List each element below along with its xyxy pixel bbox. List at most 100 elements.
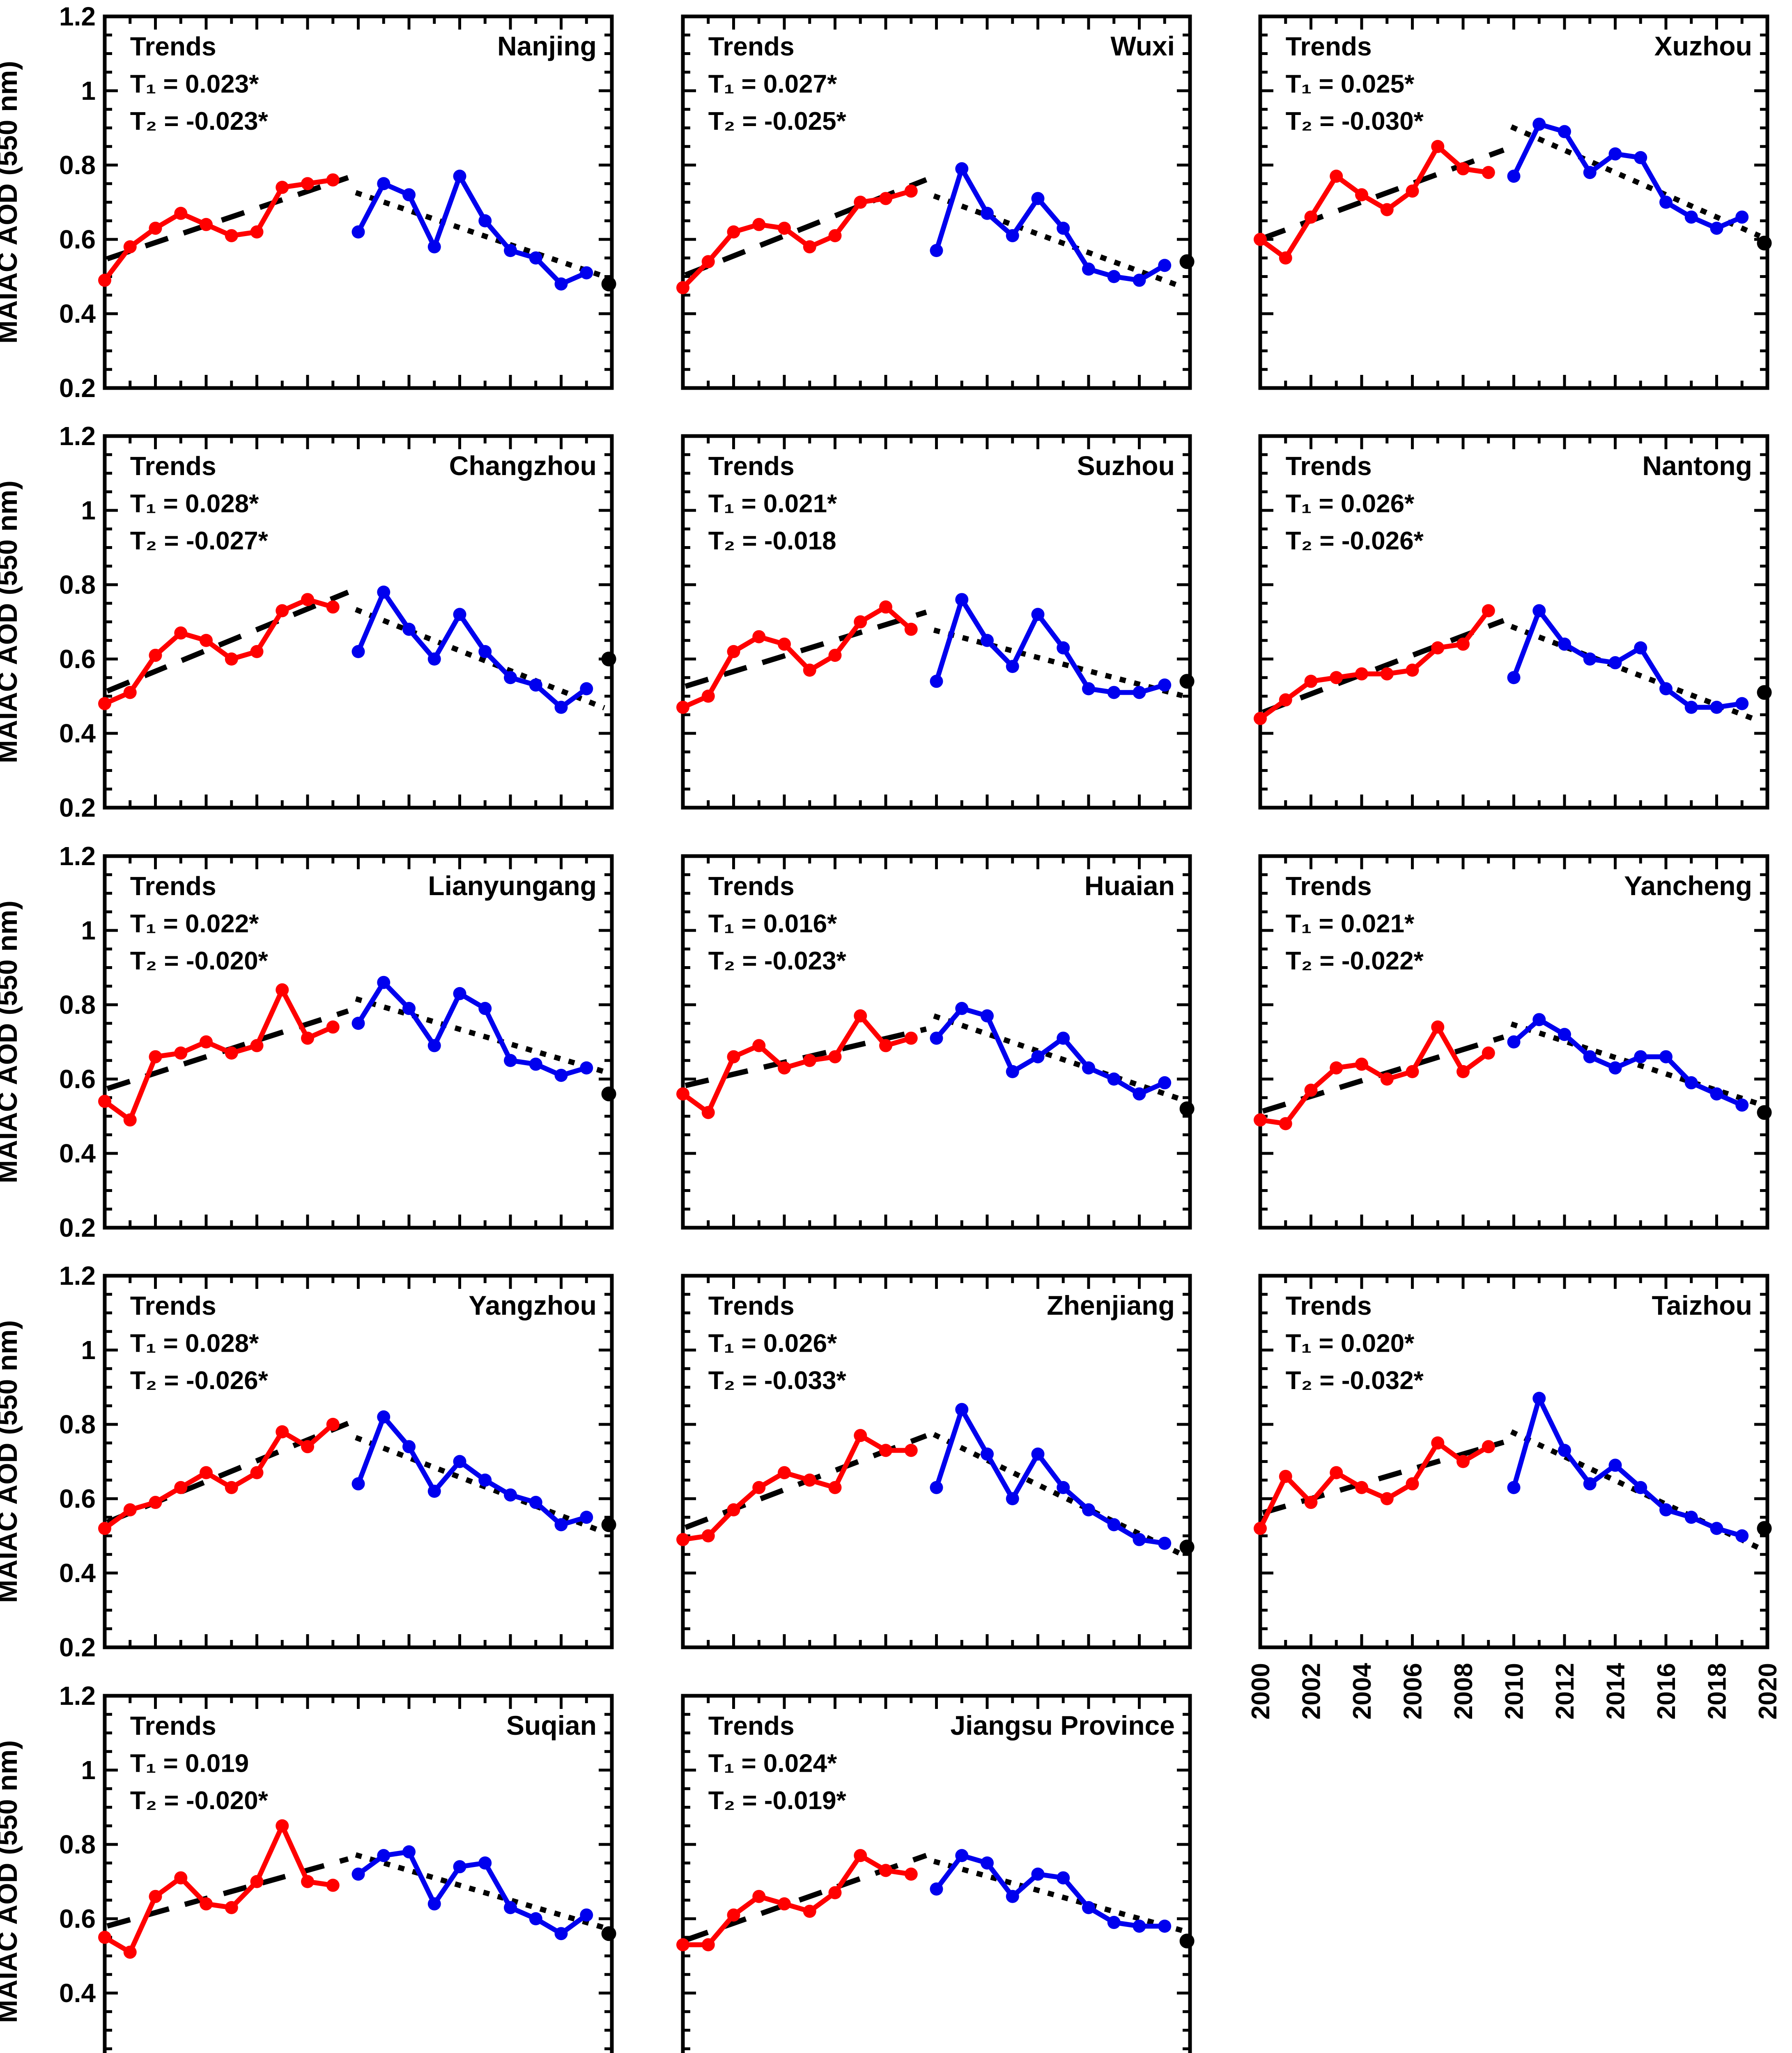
panel-svg: 1.2 1 0.8 0.6 0.4 0.2 MAIAC AOD (550 nm) Trends…: [0, 841, 616, 1242]
red-data-point: [200, 218, 213, 231]
blue-data-point: [1684, 1511, 1698, 1524]
panel-title: Lianyungang: [428, 870, 597, 901]
red-data-point: [854, 1849, 867, 1862]
y-axis-title: MAIAC AOD (550 nm): [0, 61, 23, 344]
trends-header: Trends: [130, 1291, 216, 1320]
red-data-point: [778, 1897, 791, 1911]
y-axis-title: MAIAC AOD (550 nm): [0, 1320, 23, 1603]
t1-value-label: T₁ = 0.027*: [708, 70, 837, 99]
blue-data-point: [453, 1860, 466, 1874]
blue-data-point: [1634, 1481, 1647, 1494]
blue-data-point: [1583, 1050, 1597, 1063]
red-data-point: [1330, 1061, 1343, 1075]
dot-2020: [601, 652, 616, 666]
blue-data-point: [478, 1002, 492, 1015]
red-data-point: [1304, 1496, 1318, 1509]
blue-data-point: [427, 1897, 441, 1911]
panel-yangzhou: 1.2 1 0.8 0.6 0.4 0.2 MAIAC AOD (550 nm) Trends…: [0, 1261, 616, 1779]
blue-data-point: [504, 1901, 517, 1914]
blue-data-point: [402, 1440, 416, 1454]
trend-line-t1: [106, 590, 349, 694]
red-data-point: [854, 195, 867, 209]
blue-data-point: [529, 1496, 542, 1509]
blue-data-point: [352, 1867, 365, 1881]
blue-data-point: [377, 177, 391, 191]
dot-2020: [1179, 1934, 1195, 1949]
red-data-point: [1406, 1065, 1419, 1078]
blue-data-point: [1082, 262, 1095, 276]
panel-title: Suzhou: [1077, 450, 1175, 481]
red-data-point: [149, 221, 162, 235]
red-data-point: [1457, 1455, 1470, 1468]
red-data-point: [1457, 637, 1470, 651]
blue-data-point: [427, 652, 441, 666]
red-data-point: [1279, 693, 1292, 707]
dot-2020: [601, 1086, 616, 1102]
red-data-point: [1304, 1084, 1318, 1097]
red-series-line: [103, 987, 334, 1123]
blue-data-point: [1659, 682, 1673, 696]
panel-title: Yancheng: [1624, 870, 1752, 901]
red-data-point: [326, 1878, 340, 1892]
y-axis-title: MAIAC AOD (550 nm): [0, 900, 23, 1183]
panel-svg: Trends T₁ = 0.026* T₂ = -0.033* Zhenjiang: [676, 1274, 1195, 1649]
blue-data-point: [1158, 1076, 1172, 1090]
red-data-point: [803, 240, 816, 254]
red-data-point: [200, 1466, 213, 1479]
red-data-point: [225, 1046, 238, 1060]
blue-data-point: [1133, 1920, 1146, 1933]
t2-value-label: T₂ = -0.033*: [708, 1366, 847, 1395]
red-data-point: [1406, 664, 1419, 677]
blue-data-point: [1057, 1481, 1070, 1494]
blue-data-point: [955, 162, 969, 176]
blue-data-point: [930, 675, 943, 688]
panel-title: Jiangsu Province: [950, 1710, 1175, 1741]
panel-svg: Trends T₁ = 0.016* T₂ = -0.023* Huaian: [676, 854, 1195, 1230]
red-data-point: [879, 1864, 892, 1877]
red-data-point: [1431, 1436, 1445, 1450]
blue-data-point: [554, 1927, 568, 1940]
red-data-point: [828, 229, 842, 242]
y-tick-label: 0.6: [59, 644, 96, 674]
red-series-line: [682, 604, 913, 710]
red-data-point: [98, 273, 111, 287]
y-tick-label: 1.2: [59, 841, 96, 871]
blue-data-point: [1608, 1061, 1622, 1075]
dot-2020: [1179, 674, 1195, 689]
blue-series-line: [1511, 1396, 1743, 1539]
red-data-point: [98, 1522, 111, 1535]
panel-taizhou: 2000 2002 2004 2006 2008 2010 2012 2014 2016 2018…: [1149, 1272, 1782, 1779]
blue-data-point: [1031, 608, 1045, 621]
trend-line-t1: [1261, 147, 1505, 241]
blue-data-point: [930, 1882, 943, 1896]
panel-title: Changzhou: [449, 450, 597, 481]
panel-suzhou: Trends T₁ = 0.021* T₂ = -0.018 Suzhou: [572, 432, 1195, 939]
y-tick-label: 0.4: [59, 1978, 96, 2008]
trends-header: Trends: [708, 871, 795, 901]
t1-value-label: T₁ = 0.028*: [130, 1330, 259, 1358]
y-tick-label: 0.2: [59, 793, 96, 822]
blue-series-line: [356, 174, 588, 287]
t2-value-label: T₂ = -0.023*: [130, 107, 269, 135]
blue-data-point: [1006, 1065, 1019, 1078]
red-data-point: [301, 593, 314, 606]
trend-line-t2: [933, 1859, 1183, 1934]
red-data-point: [1254, 233, 1267, 246]
blue-data-point: [1608, 656, 1622, 670]
red-data-point: [701, 1938, 715, 1952]
red-data-point: [225, 1901, 238, 1914]
blue-data-point: [1684, 1076, 1698, 1090]
y-tick-label: 0.2: [59, 1633, 96, 1662]
trends-header: Trends: [130, 451, 216, 481]
x-tick-label: 2010: [1500, 1663, 1529, 1720]
red-data-point: [225, 1481, 238, 1494]
red-data-point: [123, 686, 137, 699]
panel-svg: 1.2 1 0.8 0.6 0.4 0.2 MAIAC AOD (550 nm) Trends…: [0, 1261, 616, 1662]
red-data-point: [676, 281, 689, 294]
blue-data-point: [1684, 210, 1698, 224]
red-data-point: [701, 255, 715, 269]
panel-svg: Trends T₁ = 0.027* T₂ = -0.025* Wuxi: [676, 14, 1195, 390]
t1-value-label: T₁ = 0.025*: [1286, 70, 1415, 99]
y-tick-label: 1.2: [59, 1261, 96, 1291]
